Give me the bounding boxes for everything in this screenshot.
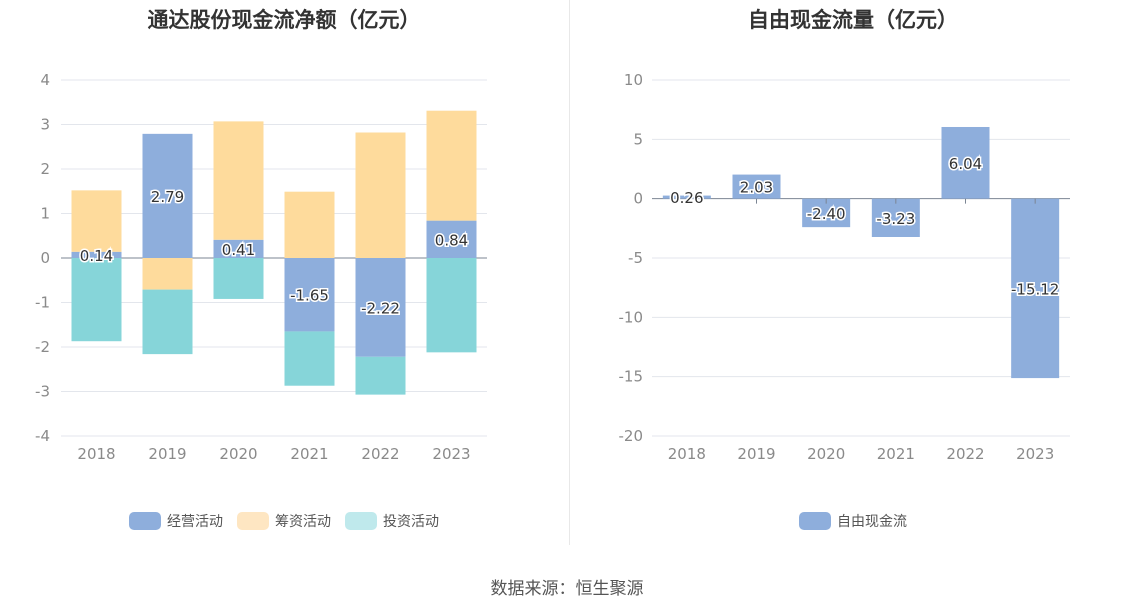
legend-label: 筹资活动 [275, 514, 331, 530]
legend-label: 自由现金流 [837, 514, 907, 530]
y-tick-label: 1 [40, 205, 50, 223]
bar-1 [426, 220, 477, 258]
x-tick-label: 2022 [946, 445, 984, 463]
y-tick-label: 0 [40, 249, 50, 267]
bar-2 [142, 258, 193, 290]
bar-1 [355, 258, 406, 357]
data-label: 2.03 [740, 179, 773, 197]
bar-2 [355, 132, 406, 258]
chart-title: 自由现金流量（亿元） [748, 8, 958, 32]
panel-divider [569, 0, 570, 545]
bar-1 [71, 251, 122, 258]
data-label: -3.23 [876, 210, 915, 228]
x-tick-label: 2023 [432, 445, 470, 463]
x-tick-label: 2020 [219, 445, 257, 463]
y-tick-label: -3 [35, 383, 50, 401]
data-label: -2.40 [807, 205, 846, 223]
y-tick-label: 0 [633, 190, 643, 208]
data-label: -2.22 [361, 299, 400, 317]
x-tick-label: 2020 [807, 445, 845, 463]
legend-swatch [129, 512, 161, 530]
bar-1 [1011, 198, 1060, 379]
x-tick-label: 2018 [77, 445, 115, 463]
bar-1 [871, 198, 920, 237]
bar-2 [284, 191, 335, 258]
legend-swatch [799, 512, 831, 530]
bar-1 [732, 174, 781, 199]
y-tick-label: -15 [619, 368, 644, 386]
legend-swatch [237, 512, 269, 530]
legend-item[interactable]: 自由现金流 [799, 511, 907, 531]
data-label: 0.26 [670, 189, 703, 207]
y-tick-label: 2 [40, 160, 50, 178]
x-tick-label: 2021 [290, 445, 328, 463]
bar-1 [284, 258, 335, 332]
legend-label: 投资活动 [383, 514, 439, 530]
y-tick-label: 5 [633, 130, 643, 148]
x-tick-label: 2022 [361, 445, 399, 463]
bar-1 [662, 195, 711, 199]
y-tick-label: -1 [35, 294, 50, 312]
bar-2 [71, 190, 122, 252]
cash-flow-chart-panel: 通达股份现金流净额（亿元） -4 -3 -2 -1 0 1 2 3 4 0.14 2.79 0.41-… [0, 0, 568, 545]
x-tick-label: 2019 [148, 445, 186, 463]
cash-flow-chart: -4 -3 -2 -1 0 1 2 3 4 0.14 2.79 0.41 -1.65 -2.22 0.84 2… [35, 71, 487, 463]
bar-3 [355, 356, 406, 395]
y-tick-label: -20 [619, 427, 644, 445]
x-tick-label: 2019 [737, 445, 775, 463]
legend-item[interactable]: 投资活动 [345, 511, 439, 531]
y-tick-label: -10 [619, 308, 644, 326]
data-label: 0.84 [435, 231, 468, 249]
x-tick-label: 2023 [1016, 445, 1054, 463]
data-label: 0.14 [80, 247, 113, 265]
data-label: -1.65 [290, 287, 329, 305]
y-tick-label: -4 [35, 427, 50, 445]
bar-3 [71, 258, 122, 342]
legend-item[interactable]: 经营活动 [129, 511, 223, 531]
bar-1 [941, 126, 990, 199]
chart-legend: 自由现金流 [572, 511, 1134, 531]
legend-item[interactable]: 筹资活动 [237, 511, 331, 531]
chart-title: 通达股份现金流净额（亿元） [147, 8, 421, 32]
free-cash-flow-chart: -20 -15 -10 -5 0 5 10 0.26 2.03 -2.40 -3.23 6.04 -15… [619, 71, 1070, 463]
bar-1 [142, 133, 193, 258]
data-label: -15.12 [1011, 280, 1059, 298]
x-tick-label: 2018 [668, 445, 706, 463]
bar-1 [213, 239, 264, 258]
data-label: 6.04 [949, 155, 982, 173]
legend-swatch [345, 512, 377, 530]
free-cash-flow-chart-panel: 自由现金流量（亿元） -20 -15 -10 -5 0 5 10 0.26 2.03 -2.40-… [572, 0, 1134, 545]
bar-2 [213, 121, 264, 240]
bar-3 [426, 258, 477, 353]
y-tick-label: 4 [40, 71, 50, 89]
source-note: 数据来源：恒生聚源 [490, 579, 644, 599]
x-tick-label: 2021 [877, 445, 915, 463]
data-label: 2.79 [151, 188, 184, 206]
y-tick-label: 3 [40, 116, 50, 134]
bar-3 [213, 258, 264, 299]
bar-3 [142, 289, 193, 355]
bar-3 [284, 331, 335, 386]
legend-label: 经营活动 [167, 514, 223, 530]
y-tick-label: -5 [628, 249, 643, 267]
chart-legend: 经营活动 筹资活动 投资活动 [0, 511, 568, 531]
data-label: 0.41 [222, 241, 255, 259]
y-tick-label: -2 [35, 338, 50, 356]
y-tick-label: 10 [624, 71, 643, 89]
bar-2 [426, 110, 477, 221]
